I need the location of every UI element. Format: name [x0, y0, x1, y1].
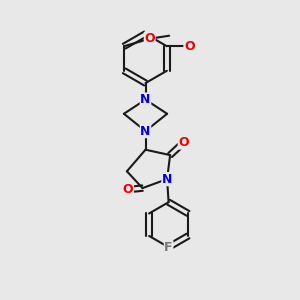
- Text: O: O: [178, 136, 189, 149]
- Text: O: O: [123, 183, 134, 196]
- Text: N: N: [162, 172, 172, 186]
- Text: N: N: [140, 124, 151, 138]
- Text: F: F: [164, 241, 173, 254]
- Text: O: O: [144, 32, 155, 45]
- Text: O: O: [184, 40, 195, 53]
- Text: N: N: [140, 93, 151, 106]
